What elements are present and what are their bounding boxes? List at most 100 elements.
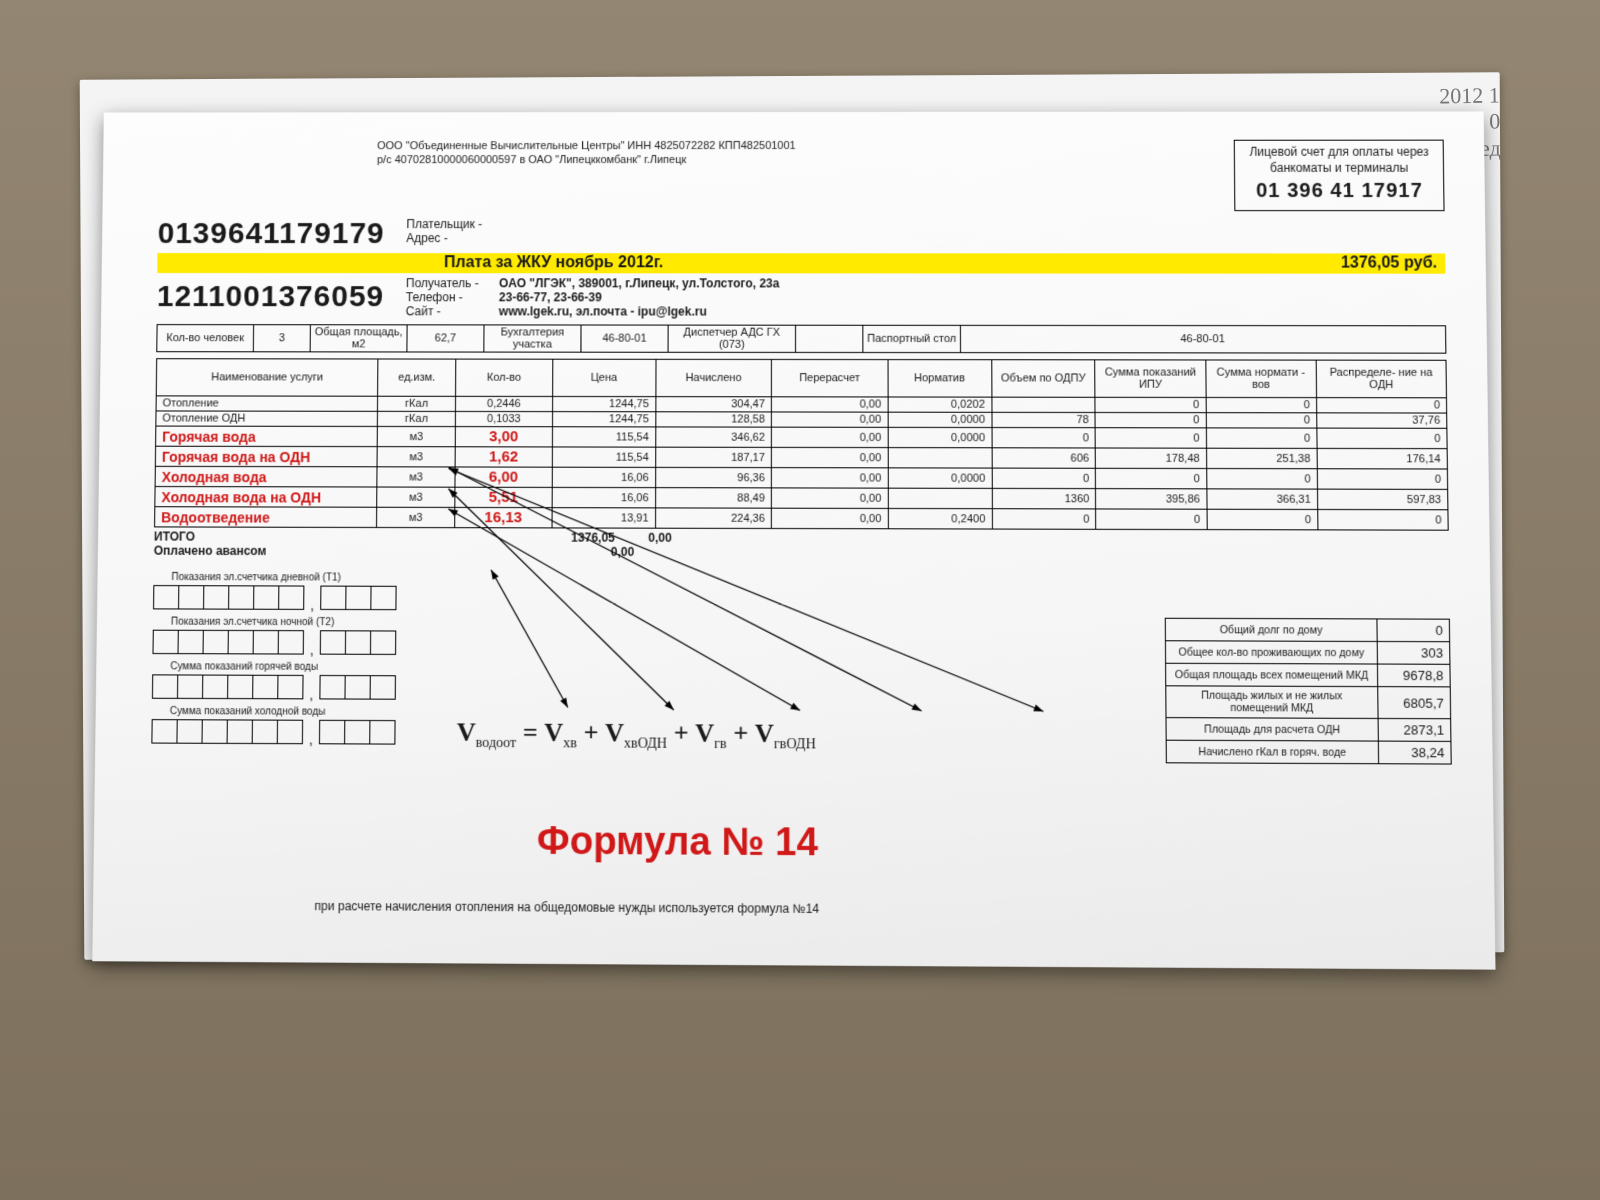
cell: 0 [1096, 509, 1207, 530]
services-table: Наименование услугиед.изм.Кол-воЦенаНачи… [154, 358, 1449, 530]
col-1: ед.изм. [378, 359, 456, 396]
itogo-re: 0,00 [648, 531, 672, 545]
itogo-label: ИТОГО [154, 530, 195, 544]
summary-value: 6805,7 [1378, 687, 1451, 719]
services-header-row: Наименование услугиед.изм.Кол-воЦенаНачи… [156, 359, 1446, 398]
summary-value: 303 [1377, 641, 1450, 664]
account-number: 01 396 41 17917 [1250, 178, 1430, 204]
cell: 0,1033 [455, 412, 552, 427]
summary-label: Площадь для расчета ОДН [1166, 718, 1378, 741]
cell: 0 [1206, 398, 1317, 413]
summary-row: Общий долг по дому0 [1165, 618, 1449, 641]
cell: Холодная вода на ОДН [155, 487, 377, 508]
cell: 96,36 [655, 468, 771, 489]
meter-grid [319, 720, 396, 745]
cell: 88,49 [655, 488, 771, 509]
cell: 0,2446 [455, 397, 552, 412]
cell: м3 [377, 427, 455, 447]
formula-note: при расчете начисления отопления на обще… [314, 899, 819, 916]
phone-lbl: Телефон - [406, 290, 496, 304]
cell: 178,48 [1096, 448, 1207, 469]
summary-row: Начислено гКал в горяч. воде38,24 [1166, 740, 1451, 764]
info-strip: Кол-во человек 3 Общая площадь, м2 62,7 … [156, 324, 1446, 354]
cell [991, 397, 1095, 412]
cell: 0,2400 [888, 509, 992, 530]
payer-label: Плательщик - [406, 217, 1445, 231]
summary-label: Общий долг по дому [1165, 618, 1377, 641]
account-box: Лицевой счет для оплаты через банкоматы … [1234, 140, 1444, 212]
summary-table: Общий долг по дому0Общее кол-во проживаю… [1165, 618, 1452, 765]
phone-val: 23-66-77, 23-66-39 [499, 290, 602, 304]
service-row: Горячая вода на ОДНм31,62115,54187,170,0… [155, 446, 1447, 469]
utility-bill-page: ООО "Объединенные Вычислительные Центры"… [92, 111, 1495, 969]
cell: 3,00 [455, 427, 552, 447]
cell: 1360 [992, 489, 1096, 510]
org-acct: р/с 40702810000060000597 в ОАО "Липецкко… [377, 154, 1234, 168]
paid-label: Оплачено авансом [154, 544, 267, 558]
service-row: Водоотведением316,1313,91224,360,000,240… [155, 507, 1449, 530]
summary-row: Площадь жилых и не жилых помещений МКД68… [1166, 686, 1451, 719]
cell: гКал [378, 412, 456, 427]
cell: 0,00 [771, 468, 887, 489]
meter-label: Показания эл.счетчика дневной (Т1) [171, 572, 1449, 587]
summary-row: Общее кол-во проживающих по дому303 [1165, 641, 1449, 665]
cell: 0 [1096, 468, 1207, 489]
cell: 128,58 [655, 412, 771, 427]
cell: 597,83 [1317, 489, 1448, 510]
cell: 251,38 [1206, 448, 1317, 469]
cell: 0 [1206, 469, 1317, 490]
cell: 1244,75 [552, 412, 655, 427]
cell: 0,0000 [888, 468, 992, 489]
cell: Холодная вода [155, 467, 377, 488]
cell: 0 [1316, 398, 1446, 413]
cell: гКал [378, 396, 456, 411]
cell: 0 [992, 468, 1096, 489]
account-box-l2: банкоматы и терминалы [1249, 160, 1428, 176]
inf-v1: 3 [253, 325, 310, 352]
cell: 0 [1317, 469, 1448, 490]
cell [888, 488, 992, 509]
cell: 0,00 [771, 427, 887, 447]
summary-value: 38,24 [1378, 741, 1451, 764]
inf-v6: 46-80-01 [960, 326, 1445, 354]
cell: 0 [992, 509, 1096, 530]
cell: 5,51 [455, 487, 552, 507]
inf-c2: Общая площадь, м2 [310, 325, 407, 352]
inf-c6: Паспортный стол [863, 325, 961, 352]
inf-c1: Кол-во человек [157, 325, 254, 352]
meter-grid [152, 630, 303, 655]
cell: Горячая вода на ОДН [155, 446, 377, 467]
cell: Отопление ОДН [156, 411, 378, 426]
recipient-val: ОАО "ЛГЭК", 389001, г.Липецк, ул.Толстог… [499, 276, 779, 290]
cell: 0,00 [771, 397, 887, 412]
cell: 0 [992, 428, 1096, 448]
cell: м3 [377, 447, 455, 467]
cell: Горячая вода [156, 426, 378, 447]
paid-advance: Оплачено авансом 0,00 [154, 544, 1449, 562]
inf-c3: Бухгалтерия участка [484, 325, 581, 352]
cell: 115,54 [552, 427, 655, 447]
meter-grid [319, 675, 396, 700]
account-box-l1: Лицевой счет для оплаты через [1249, 145, 1428, 161]
cell: 0 [1095, 397, 1206, 412]
summary-value: 0 [1377, 619, 1450, 642]
cell: 1,62 [455, 447, 552, 467]
cell: 0,0000 [888, 412, 992, 427]
hand-line1: 2012 1 [1321, 82, 1500, 111]
highlight-title: Плата за ЖКУ ноябрь 2012г. [444, 254, 663, 272]
cell [888, 448, 992, 468]
cell: 16,06 [552, 488, 655, 508]
cell: 176,14 [1317, 449, 1447, 470]
cell: 13,91 [552, 508, 656, 529]
summary-row: Общая площадь всех помещений МКД9678,8 [1166, 663, 1451, 687]
col-0: Наименование услуги [156, 359, 378, 397]
cell: 366,31 [1207, 489, 1318, 510]
meter-row: , [153, 585, 1450, 617]
recipient-lbl: Получатель - [406, 276, 496, 290]
summary-row: Площадь для расчета ОДН2873,1 [1166, 718, 1451, 742]
cell: 0 [1318, 510, 1449, 531]
address-label: Адрес - [406, 231, 1445, 245]
header-row: ООО "Объединенные Вычислительные Центры"… [158, 140, 1445, 212]
col-5: Перерасчет [771, 360, 887, 398]
cell: 304,47 [655, 397, 771, 412]
